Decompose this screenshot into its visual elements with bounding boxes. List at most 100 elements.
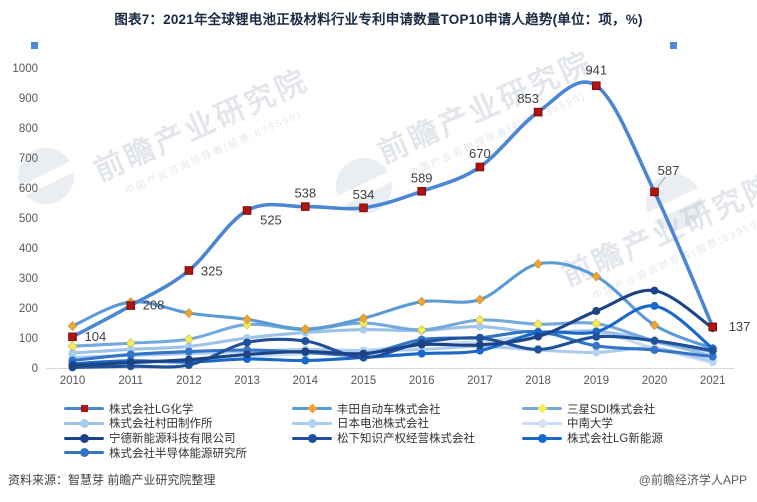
legend-item[interactable]: 株式会社LG化学 (64, 402, 194, 416)
page-title: 图表7：2021年全球锂电池正极材料行业专利申请数量TOP10申请人趋势(单位：… (114, 12, 643, 27)
series-marker-diamond (591, 318, 602, 329)
x-axis-tick-label: 2015 (351, 375, 377, 387)
series-marker-circle (301, 337, 310, 345)
legend-item[interactable]: 松下知识产权经营株式会社 (292, 432, 475, 445)
series-marker-square (592, 81, 601, 91)
legend-marker-icon (522, 403, 562, 414)
series-marker-circle (534, 332, 543, 341)
series-marker-circle (708, 346, 717, 355)
data-label: 670 (469, 146, 491, 161)
series-marker-square (417, 187, 426, 196)
series-marker-circle (650, 301, 659, 310)
series-marker-diamond (241, 314, 253, 325)
series-line-7 (70, 334, 715, 369)
data-label: 325 (201, 264, 223, 279)
series-marker-square (359, 203, 368, 213)
series-marker-circle (126, 350, 135, 359)
series-marker-square (301, 202, 310, 211)
watermark-logo-square-icon (31, 42, 38, 49)
series-marker-circle (475, 346, 484, 355)
series-line-1 (70, 261, 715, 351)
legend-item[interactable]: 三星SDI株式会社 (522, 402, 656, 416)
series-line-9 (70, 329, 715, 363)
series-marker-circle (708, 352, 717, 361)
x-axis-tick-label: 2013 (234, 375, 260, 387)
x-axis-tick-label: 2018 (525, 375, 551, 387)
series-marker-square (475, 162, 485, 172)
x-axis-tick-label: 2020 (642, 375, 668, 387)
series-marker-circle (68, 361, 77, 370)
legend-marker-icon (522, 433, 562, 444)
series-marker-diamond (125, 337, 136, 349)
x-axis-tick-label: 2016 (409, 375, 435, 387)
series-marker-circle (592, 348, 601, 357)
y-axis-tick-label: 300 (19, 273, 38, 285)
y-axis-tick-label: 100 (19, 333, 38, 345)
series-marker-circle (650, 346, 659, 354)
legend-label: 松下知识产权经营株式会社 (337, 433, 475, 446)
series-line-2 (70, 318, 715, 354)
series-marker-diamond (649, 319, 660, 331)
series-marker-square (242, 206, 252, 215)
legend-label: 株式会社村田制作所 (109, 418, 213, 431)
legend-marker-icon (64, 447, 104, 458)
legend-marker-icon (64, 418, 104, 429)
series-marker-circle (126, 358, 135, 367)
series-marker-circle (475, 322, 484, 331)
series-marker-diamond (358, 317, 369, 329)
data-label-leader-line (657, 176, 666, 188)
series-marker-circle (243, 338, 252, 347)
legend-item[interactable]: 宁德新能源科技有限公司 (64, 432, 236, 445)
legend-item[interactable]: 株式会社村田制作所 (64, 417, 213, 430)
legend-item[interactable]: 株式会社半导体能源研究所 (64, 446, 247, 460)
data-label: 208 (143, 298, 165, 313)
legend-label: 宁德新能源科技有限公司 (109, 433, 236, 446)
legend-item[interactable]: 丰田自动车株式会社 (292, 402, 441, 416)
legend-label: 株式会社LG化学 (109, 403, 194, 416)
legend-marker-icon (292, 418, 332, 429)
series-marker-circle (359, 325, 368, 334)
legend-item[interactable]: 株式会社LG新能源 (522, 432, 663, 445)
source-note: 资料来源：智慧芽 前瞻产业研究院整理 (8, 473, 216, 487)
series-marker-circle (650, 336, 659, 345)
legend-item[interactable]: 日本电池株式会社 (292, 417, 429, 430)
series-marker-diamond (183, 307, 195, 319)
data-label: 941 (585, 63, 607, 78)
series-marker-square (68, 332, 77, 342)
y-axis-tick-label: 1000 (12, 63, 38, 75)
x-axis-tick-label: 2010 (60, 375, 86, 387)
legend-marker-icon (64, 433, 104, 444)
data-label: 534 (353, 187, 375, 202)
y-axis-tick-label: 800 (19, 123, 38, 135)
series-marker-square (126, 301, 136, 310)
x-axis-tick-label: 2012 (176, 375, 202, 387)
legend-label: 株式会社LG新能源 (567, 433, 663, 446)
legend-label: 中南大学 (567, 418, 613, 431)
series-marker-diamond (416, 296, 427, 307)
series-marker-diamond (67, 320, 78, 332)
series-marker-circle (417, 349, 426, 358)
series-marker-circle (184, 355, 193, 364)
series-marker-diamond (67, 340, 78, 352)
watermark-logo-square-icon (670, 42, 677, 49)
legend-marker-icon (292, 403, 332, 414)
series-marker-square (533, 107, 543, 117)
series-marker-diamond (591, 271, 602, 282)
series-marker-circle (592, 307, 601, 315)
series-marker-diamond (532, 258, 544, 270)
legend-item[interactable]: 中南大学 (522, 417, 613, 430)
credit-note: @前瞻经济学人APP (638, 473, 747, 487)
series-marker-circle (301, 347, 310, 356)
series-marker-circle (68, 349, 77, 357)
series-marker-square (184, 266, 194, 275)
series-marker-diamond (474, 294, 486, 305)
y-axis-tick-label: 700 (19, 153, 38, 165)
series-marker-circle (592, 332, 601, 341)
series-marker-circle (184, 347, 193, 356)
data-label: 538 (294, 186, 316, 201)
series-marker-diamond (241, 319, 253, 330)
y-axis-tick-label: 600 (19, 183, 38, 195)
legend-label: 三星SDI株式会社 (567, 403, 656, 416)
